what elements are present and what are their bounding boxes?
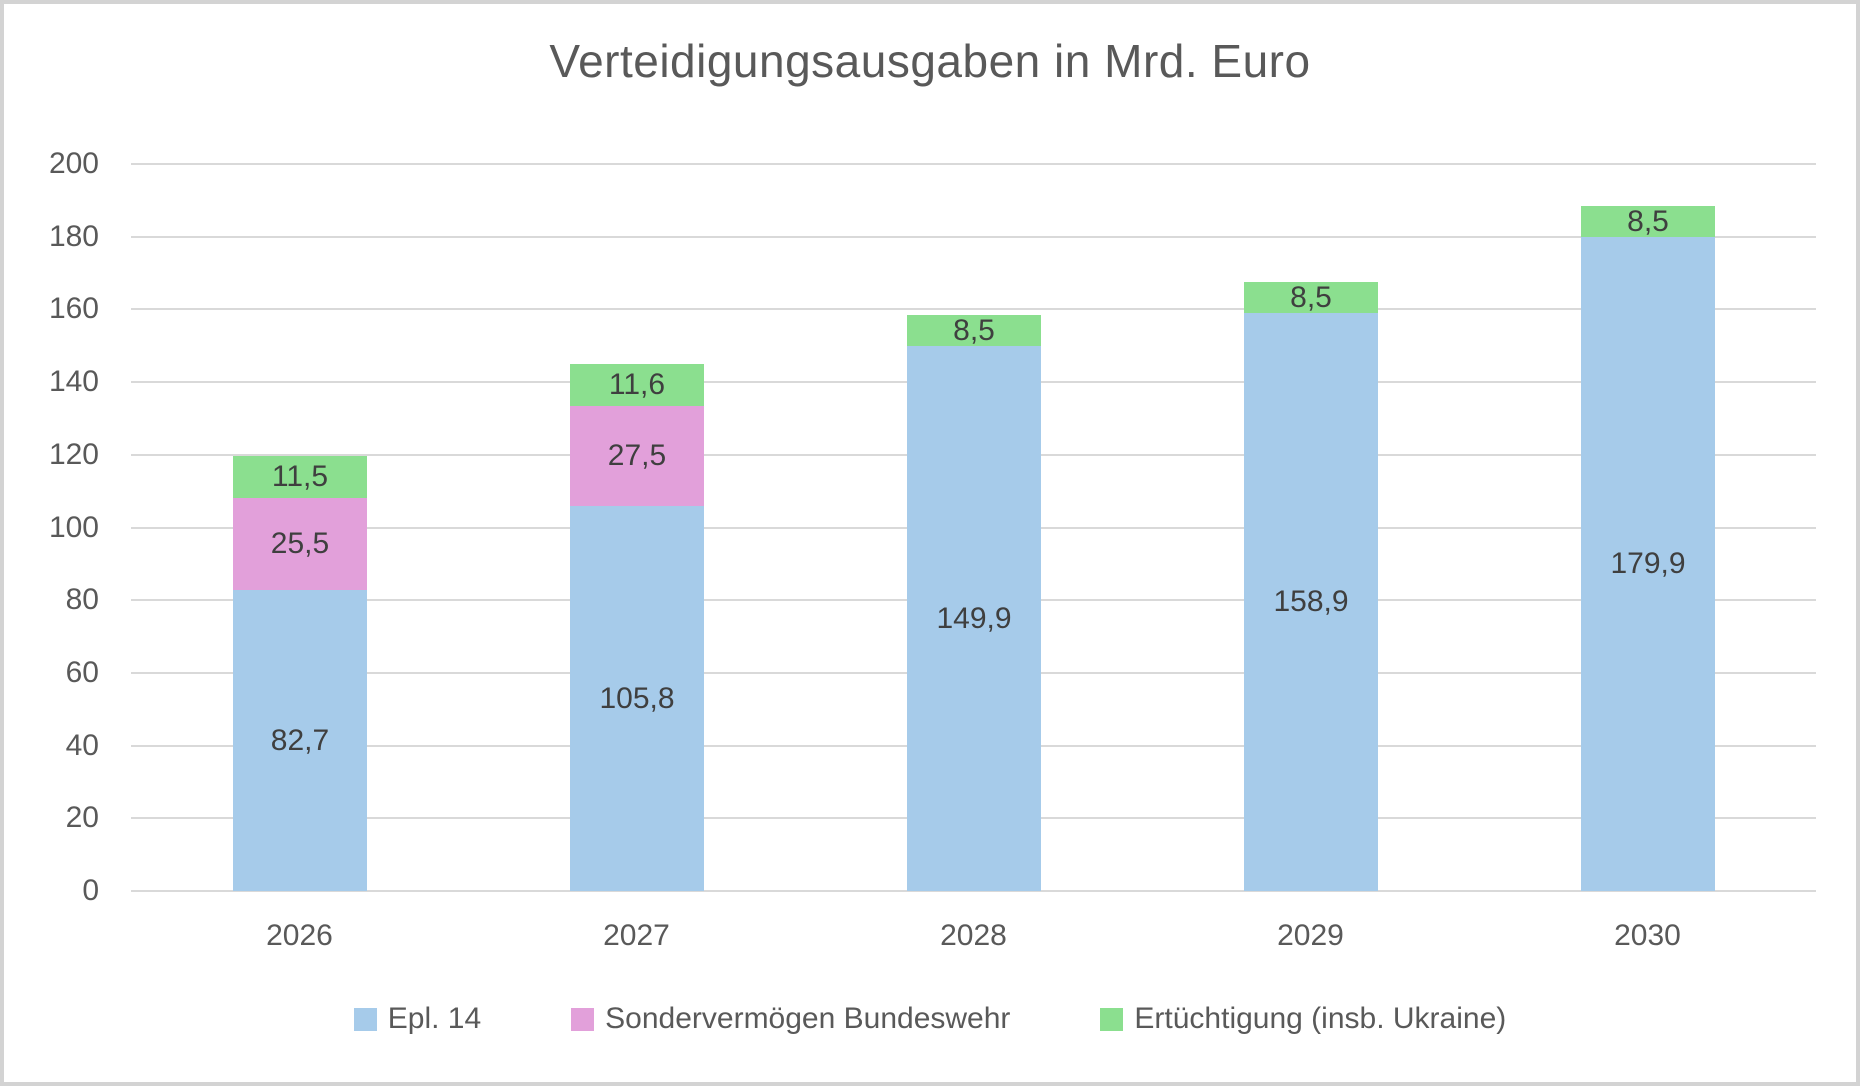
bar-segment-2027-ert-chtigung-insb-ukraine-: 11,6 (570, 364, 704, 406)
bar-segment-2026-epl-14: 82,7 (233, 590, 367, 891)
legend-label: Ertüchtigung (insb. Ukraine) (1134, 1002, 1507, 1035)
x-axis-label-2027: 2027 (603, 919, 670, 952)
legend-item-epl-14: Epl. 14 (353, 1002, 482, 1036)
x-axis-label-2030: 2030 (1614, 919, 1681, 952)
legend-item-sonderverm-gen-bundeswehr: Sondervermögen Bundeswehr (571, 1002, 1010, 1036)
bar-data-label: 8,5 (1290, 280, 1332, 314)
legend-label: Epl. 14 (387, 1002, 482, 1035)
bar-segment-2030-ert-chtigung-insb-ukraine-: 8,5 (1581, 204, 1715, 238)
bar-data-label: 11,5 (271, 460, 329, 493)
y-axis-tick-label: 140 (48, 365, 99, 398)
bar-data-label: 179,9 (1610, 547, 1686, 580)
bar-segment-2029-ert-chtigung-insb-ukraine-: 8,5 (1244, 280, 1378, 314)
bar-data-label: 105,8 (599, 681, 675, 715)
bar-segment-2029-epl-14: 158,9 (1244, 313, 1378, 891)
legend: Epl. 14 Sondervermögen Bundeswehr Ertüchti… (4, 1002, 1856, 1036)
bar-segment-2026-ert-chtigung-insb-ukraine-: 11,5 (233, 456, 367, 498)
bar-data-label: 82,7 (270, 723, 330, 757)
y-axis-tick-label: 0 (82, 874, 99, 907)
bar-segment-2028-ert-chtigung-insb-ukraine-: 8,5 (907, 313, 1041, 347)
bar-data-label: 158,9 (1273, 585, 1349, 618)
legend-label: Sondervermögen Bundeswehr (605, 1002, 1011, 1035)
bar-data-label: 25,5 (270, 526, 330, 560)
x-axis-label-2026: 2026 (266, 919, 333, 952)
plot-area: 82,7 25,5 11,5 105,8 27,5 11,6 149,9 8,5 158,9 8,… (131, 163, 1816, 892)
legend-swatch-icon (571, 1007, 595, 1031)
bar-segment-2026-sonderverm-gen-bundeswehr: 25,5 (233, 497, 367, 590)
chart-title: Verteidigungsausgaben in Mrd. Euro (549, 35, 1311, 87)
bar-data-label: 149,9 (936, 601, 1012, 635)
y-axis-tick-label: 200 (48, 147, 99, 180)
y-axis-tick-label: 100 (48, 511, 99, 544)
gridline-y-160 (131, 308, 1816, 310)
y-axis-tick-label: 40 (65, 729, 99, 762)
legend-swatch-icon (353, 1007, 377, 1031)
gridline-y-200 (131, 163, 1816, 165)
bar-segment-2028-epl-14: 149,9 (907, 346, 1041, 891)
bar-data-label: 8,5 (953, 313, 995, 347)
gridline-y-180 (131, 236, 1816, 238)
bar-data-label: 8,5 (1627, 204, 1669, 238)
y-axis-tick-label: 120 (48, 438, 99, 471)
y-axis-tick-label: 180 (48, 220, 99, 253)
bar-segment-2027-sonderverm-gen-bundeswehr: 27,5 (570, 406, 704, 506)
legend-swatch-icon (1100, 1007, 1124, 1031)
bar-segment-2030-epl-14: 179,9 (1581, 237, 1715, 891)
bar-data-label: 27,5 (607, 439, 667, 472)
bar-segment-2027-epl-14: 105,8 (570, 506, 704, 891)
x-axis-label-2028: 2028 (940, 919, 1007, 952)
y-axis-tick-label: 80 (65, 583, 99, 616)
y-axis-tick-label: 60 (65, 656, 99, 689)
legend-item-ert-chtigung-insb-ukraine-: Ertüchtigung (insb. Ukraine) (1100, 1002, 1506, 1036)
x-axis-label-2029: 2029 (1277, 919, 1344, 952)
y-axis-tick-label: 160 (48, 292, 99, 325)
y-axis-tick-label: 20 (65, 801, 99, 834)
bar-data-label: 11,6 (608, 368, 666, 401)
gridline-y-0 (131, 890, 1816, 892)
